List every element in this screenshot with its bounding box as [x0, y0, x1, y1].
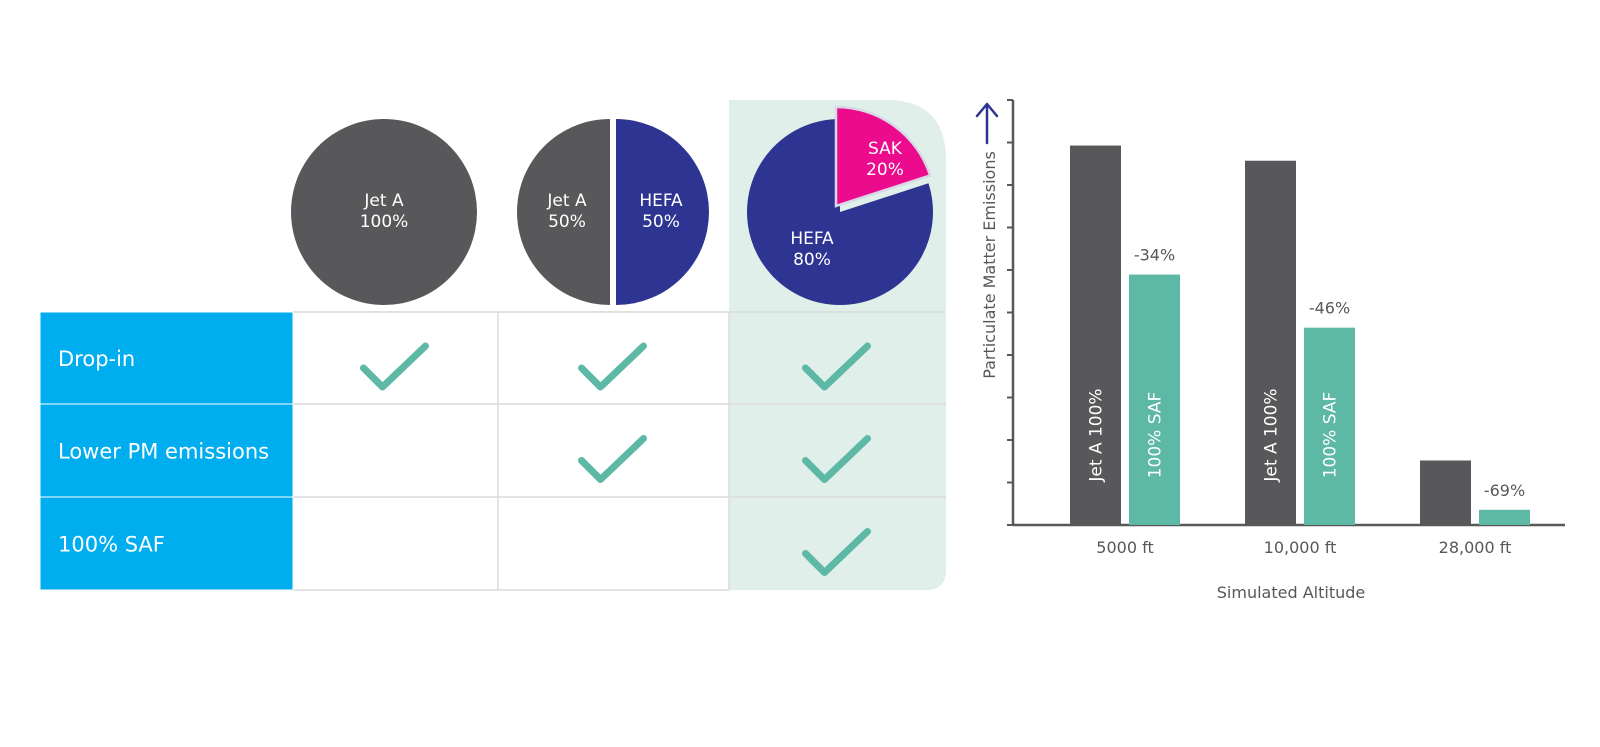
bar-series-label: Jet A 100% [1262, 388, 1282, 482]
pie-slice-label: SAK [868, 139, 903, 159]
pie-slice-label: HEFA [639, 191, 683, 211]
x-tick-label: 5000 ft [1096, 538, 1153, 557]
bar [1070, 145, 1121, 526]
pie-slice [291, 119, 477, 305]
pie-slice-label: 50% [642, 212, 680, 232]
pie-slice [746, 119, 933, 305]
checkmark-icon [578, 435, 647, 483]
x-tick-label: 10,000 ft [1264, 538, 1337, 557]
row-label: Lower PM emissions [58, 440, 269, 464]
x-axis-label: Simulated Altitude [1217, 583, 1365, 602]
bar [1420, 460, 1471, 525]
bar [1245, 160, 1296, 525]
pie-slice-label: 100% [360, 212, 409, 232]
pm-emissions-bar-chart: Particulate Matter Emissions Simulated A… [975, 99, 1565, 602]
pie-slice-label: 80% [793, 250, 831, 270]
bar-series-label: 100% SAF [1146, 392, 1166, 479]
bar-annotation: -69% [1484, 481, 1525, 500]
row-label: Drop-in [58, 347, 135, 371]
bar-series-label: Jet A 100% [1087, 388, 1107, 482]
checkmark-icon [802, 342, 871, 391]
bar-annotation: -34% [1134, 246, 1175, 265]
row-label-cell [39, 403, 294, 498]
bar-annotation: -46% [1309, 299, 1350, 318]
pie-slice-label: 50% [548, 212, 586, 232]
pie-slice-label: Jet A [363, 191, 404, 211]
pie-slice-label: 20% [866, 160, 904, 180]
y-axis-label: Particulate Matter Emissions [980, 151, 999, 379]
pie-slice-label: Jet A [546, 191, 587, 211]
row-label: 100% SAF [58, 533, 165, 557]
bar-series-label: 100% SAF [1321, 392, 1341, 479]
checkmark-icon [802, 435, 871, 483]
pie-slice [616, 119, 709, 305]
checkmark-icon [360, 342, 429, 391]
pie-slice [517, 119, 610, 305]
x-tick-label: 28,000 ft [1439, 538, 1512, 557]
bar [1129, 274, 1180, 525]
up-arrow-icon [975, 102, 999, 145]
bar [1304, 327, 1355, 525]
row-label-cell [39, 496, 294, 591]
bar [1479, 509, 1530, 525]
checkmark-icon [802, 528, 871, 576]
pie-slice-label: HEFA [790, 229, 834, 249]
checkmark-icon [578, 342, 647, 391]
table-border [292, 311, 730, 591]
pie-slice [834, 105, 932, 208]
